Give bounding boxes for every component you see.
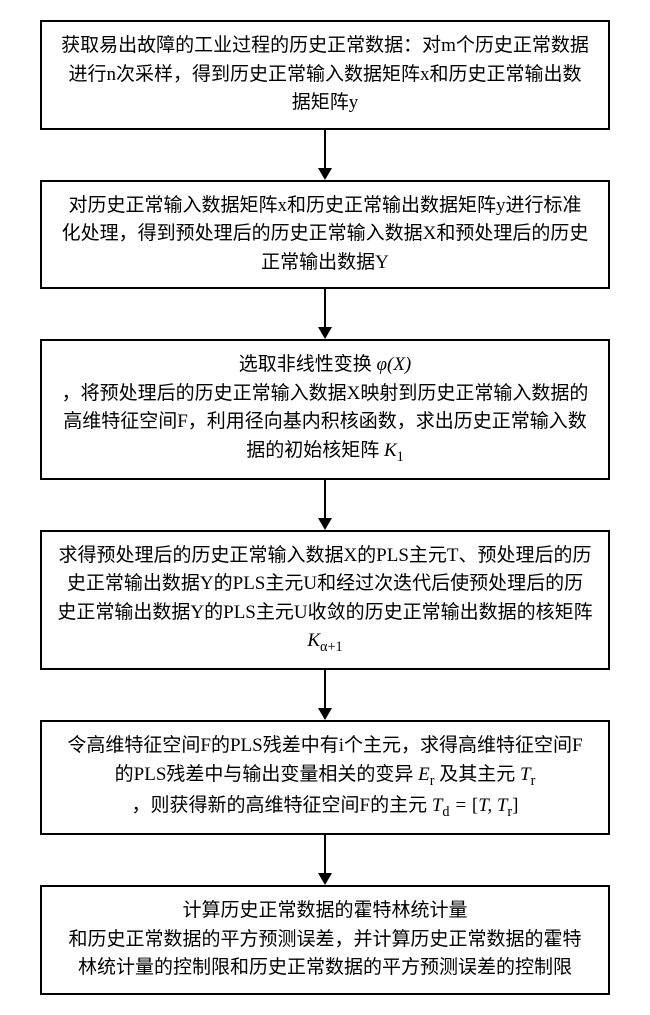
node2-line3: 正常输出数据Y [261, 252, 389, 273]
node5-l1: 令高维特征空间F的PLS残差中有i个主元，求得高维特征空间F [67, 735, 582, 756]
arrow-head-icon [318, 873, 332, 885]
flow-node-5: 令高维特征空间F的PLS残差中有i个主元，求得高维特征空间F 的PLS残差中与输… [40, 720, 610, 835]
node5-eq: = [450, 795, 472, 816]
node3-k1: K1 [384, 440, 404, 461]
flowchart-container: 获取易出故障的工业过程的历史正常数据：对m个历史正常数据 进行n次采样，得到历史… [25, 20, 625, 995]
arrow-line [324, 289, 326, 327]
arrow-head-icon [318, 518, 332, 530]
node5-tt: T, Tr [478, 795, 512, 816]
flow-node-1: 获取易出故障的工业过程的历史正常数据：对m个历史正常数据 进行n次采样，得到历史… [40, 20, 610, 130]
node4-ka: Kα+1 [307, 630, 342, 651]
arrow-line [324, 835, 326, 873]
arrow-line [324, 130, 326, 168]
node5-td: Td [432, 795, 450, 816]
node2-line2: 化处理，得到预处理后的历史正常输入数据X和预处理后的历史 [62, 223, 589, 244]
arrow-3-4 [318, 480, 332, 530]
node1-line3: 据矩阵y [292, 92, 359, 113]
flow-node-2: 对历史正常输入数据矩阵x和历史正常输出数据矩阵y进行标准 化处理，得到预处理后的… [40, 180, 610, 290]
node5-l2pre: 的PLS残差中与输出变量相关的变异 [115, 764, 414, 785]
node5-l3pre: ，则获得新的高维特征空间F的主元 [132, 795, 428, 816]
node3-phi: φ(X) [376, 354, 411, 375]
arrow-head-icon [318, 327, 332, 339]
arrow-4-5 [318, 670, 332, 720]
node4-l1: 求得预处理后的历史正常输入数据X的PLS主元T、预处理后的历 [58, 545, 591, 566]
node1-line1: 获取易出故障的工业过程的历史正常数据：对m个历史正常数据 [61, 35, 589, 56]
node6-l2: 和历史正常数据的平方预测误差，并计算历史正常数据的霍特 [68, 929, 581, 950]
node5-er: Er [418, 764, 434, 785]
arrow-line [324, 670, 326, 708]
node5-mid: 及其主元 [439, 764, 515, 785]
node4-l3: 史正常输出数据Y的PLS主元U收敛的历史正常输出数据的核矩阵 [57, 602, 592, 623]
flow-node-3: 选取非线性变换 φ(X) ，将预处理后的历史正常输入数据X映射到历史正常输入数据… [40, 339, 610, 480]
node1-line2: 进行n次采样，得到历史正常输入数据矩阵x和历史正常输出数 [68, 64, 581, 85]
node4-l2: 史正常输出数据Y的PLS主元U和经过次迭代后使预处理后的历 [67, 573, 583, 594]
arrow-5-6 [318, 835, 332, 885]
arrow-head-icon [318, 708, 332, 720]
arrow-1-2 [318, 130, 332, 180]
flow-node-4: 求得预处理后的历史正常输入数据X的PLS主元T、预处理后的历 史正常输出数据Y的… [40, 530, 610, 671]
arrow-2-3 [318, 289, 332, 339]
node3-l1: ，将预处理后的历史正常输入数据X映射到历史正常输入数据的 [62, 383, 589, 404]
node5-tr: Tr [520, 764, 535, 785]
node3-tail: 据的初始核矩阵 [246, 440, 379, 461]
node6-l1: 计算历史正常数据的霍特林统计量 [182, 900, 467, 921]
arrow-line [324, 480, 326, 518]
arrow-head-icon [318, 168, 332, 180]
node2-line1: 对历史正常输入数据矩阵x和历史正常输出数据矩阵y进行标准 [68, 195, 581, 216]
node6-l3: 林统计量的控制限和历史正常数据的平方预测误差的控制限 [78, 957, 572, 978]
node3-pre: 选取非线性变换 [239, 354, 372, 375]
node5-brk-close: ] [512, 795, 518, 816]
flow-node-6: 计算历史正常数据的霍特林统计量 和历史正常数据的平方预测误差，并计算历史正常数据… [40, 885, 610, 995]
node3-l2: 高维特征空间F，利用径向基内积核函数，求出历史正常输入数 [63, 411, 587, 432]
